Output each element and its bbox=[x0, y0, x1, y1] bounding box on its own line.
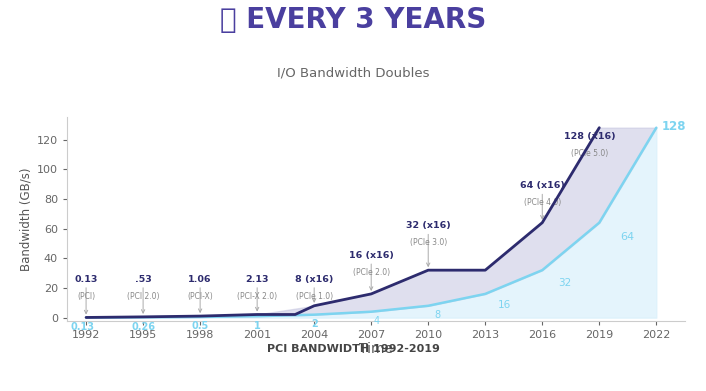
Text: 0.13: 0.13 bbox=[71, 322, 95, 332]
Text: 32 (x16): 32 (x16) bbox=[406, 221, 450, 230]
Text: ⦾ EVERY 3 YEARS: ⦾ EVERY 3 YEARS bbox=[220, 6, 486, 34]
Text: 16 (x16): 16 (x16) bbox=[349, 251, 394, 260]
Text: .53: .53 bbox=[135, 274, 152, 283]
Text: 128 (x16): 128 (x16) bbox=[564, 132, 616, 141]
Text: 64: 64 bbox=[621, 231, 635, 242]
Text: 32: 32 bbox=[558, 278, 572, 288]
Text: (PCIe 2.0): (PCIe 2.0) bbox=[352, 268, 390, 277]
Text: (PCI): (PCI) bbox=[77, 292, 95, 301]
Text: (PCIe 5.0): (PCIe 5.0) bbox=[571, 149, 609, 158]
Text: 2: 2 bbox=[311, 319, 318, 329]
Text: 0.26: 0.26 bbox=[131, 322, 155, 332]
Text: 1.06: 1.06 bbox=[189, 274, 212, 283]
Text: 1: 1 bbox=[253, 321, 261, 331]
Text: (PCI-X): (PCI-X) bbox=[187, 292, 213, 301]
Text: 64 (x16): 64 (x16) bbox=[520, 181, 565, 190]
Text: I/O Bandwidth Doubles: I/O Bandwidth Doubles bbox=[277, 66, 429, 79]
Text: 0.5: 0.5 bbox=[191, 321, 209, 331]
Text: (PCI 2.0): (PCI 2.0) bbox=[127, 292, 160, 301]
Text: 0.13: 0.13 bbox=[74, 274, 97, 283]
Text: 128: 128 bbox=[662, 120, 686, 133]
Text: 4: 4 bbox=[374, 316, 380, 326]
Y-axis label: Bandwidth (GB/s): Bandwidth (GB/s) bbox=[20, 167, 32, 271]
X-axis label: Time: Time bbox=[359, 343, 393, 357]
Text: (PCIe 3.0): (PCIe 3.0) bbox=[409, 238, 447, 247]
Text: 8 (x16): 8 (x16) bbox=[295, 274, 333, 283]
Text: (PCIe 4.0): (PCIe 4.0) bbox=[524, 198, 561, 207]
Text: 16: 16 bbox=[498, 300, 511, 310]
Text: 8: 8 bbox=[435, 310, 441, 320]
Text: PCI BANDWIDTH 1992-2019: PCI BANDWIDTH 1992-2019 bbox=[267, 344, 439, 354]
Text: (PCIe 1.0): (PCIe 1.0) bbox=[296, 292, 333, 301]
Text: (PCI-X 2.0): (PCI-X 2.0) bbox=[237, 292, 277, 301]
Text: 2.13: 2.13 bbox=[246, 274, 269, 283]
